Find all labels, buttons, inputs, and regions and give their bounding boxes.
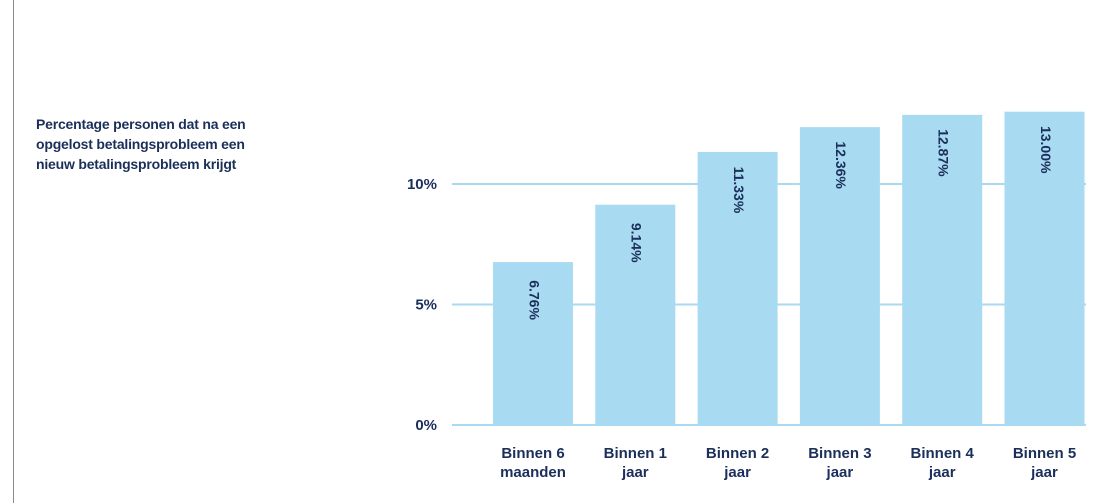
x-tick-label: Binnen 1 (604, 445, 667, 462)
y-axis: 0% 5% 10% (407, 176, 437, 434)
chart-title: Percentage personen dat na een opgelost … (36, 114, 306, 174)
x-tick-label: jaar (826, 464, 854, 481)
x-tick-label: jaar (928, 464, 956, 481)
x-tick-label: Binnen 5 (1013, 445, 1076, 462)
x-tick-label: Binnen 2 (706, 445, 769, 462)
bar (902, 114, 983, 425)
x-tick-label: Binnen 4 (911, 445, 975, 462)
chart-title-line: nieuw betalingsprobleem krijgt (36, 156, 237, 172)
y-tick-label: 0% (415, 417, 437, 434)
data-labels: 6.76% 9.14% 11.33% 12.36% 12.87% 13.00% (526, 126, 1054, 321)
data-label: 12.36% (833, 141, 849, 189)
data-label: 11.33% (731, 167, 747, 214)
data-label: 12.87% (935, 129, 951, 177)
x-tick-label: jaar (1030, 464, 1058, 481)
bar (799, 127, 880, 426)
bar (493, 262, 573, 425)
data-label: 13.00% (1038, 126, 1054, 174)
bar (1004, 111, 1085, 425)
left-divider (13, 0, 14, 503)
x-tick-label: jaar (621, 464, 649, 481)
chart-title-line: Percentage personen dat na een (36, 116, 246, 132)
x-tick-label: Binnen 3 (808, 445, 871, 462)
x-axis: Binnen 6 maanden Binnen 1 jaar Binnen 2 jaar B… (500, 445, 1076, 481)
data-label: 9.14% (629, 223, 645, 263)
y-tick-label: 5% (415, 297, 437, 314)
x-tick-label: jaar (723, 464, 751, 481)
y-tick-label: 10% (407, 176, 437, 193)
bar (697, 151, 778, 425)
chart-title-line: opgelost betalingsprobleem een (36, 136, 245, 152)
data-label: 6.76% (526, 280, 542, 320)
x-tick-label: Binnen 6 (501, 445, 564, 462)
bars (493, 111, 1085, 426)
x-tick-label: maanden (500, 464, 566, 481)
bar (595, 204, 676, 425)
